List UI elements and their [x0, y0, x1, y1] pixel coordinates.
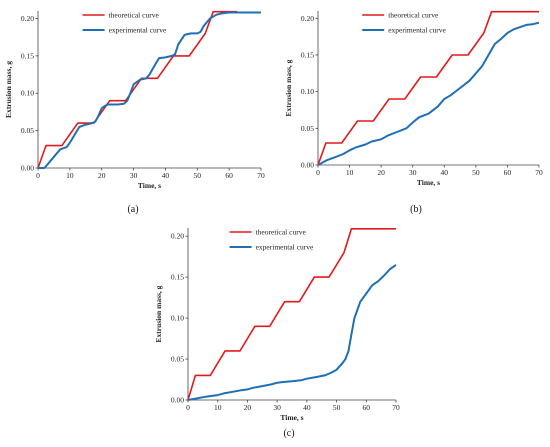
panel-3-x-tick-label: 20	[244, 403, 252, 412]
panel-2-legend-label-experimental: experimental curve	[388, 26, 446, 35]
panel-1-series-theoretical-line	[37, 10, 238, 169]
panel-3-y-tick-label: 0.15	[171, 273, 184, 282]
panel-3-y-tick-label: 0.10	[171, 314, 184, 323]
panel-2-y-tick-label: 0.20	[301, 14, 314, 23]
panel-1-x-tick-label: 20	[98, 171, 106, 180]
panel-3-legend-label-experimental: experimental curve	[256, 243, 314, 252]
panel-2-legend-label-theoretical: theoretical curve	[388, 11, 439, 20]
panel-3-x-tick-label: 40	[303, 403, 311, 412]
panel-3-y-tick-label: 0.05	[171, 355, 184, 364]
panel-1-x-tick-label: 70	[257, 171, 265, 180]
panel-2-x-tick-label: 10	[346, 168, 354, 177]
panel-2-x-tick-label: 60	[504, 168, 512, 177]
panel-2-x-tick-label: 0	[316, 168, 320, 177]
panel-2-y-tick-label: 0.05	[301, 124, 314, 133]
panel-3-series-experimental-line	[187, 264, 397, 401]
panel-2-y-tick-label: 0.00	[301, 161, 314, 170]
panel-3-x-tick-label: 10	[214, 403, 222, 412]
panel-1-y-tick-label: 0.10	[21, 89, 34, 98]
panel-2-y-axis-title: Extrusion mass, g	[284, 59, 293, 116]
panel-3-x-axis-title: Time, s	[280, 413, 303, 422]
panel-1-series-experimental-line	[38, 11, 261, 169]
panel-2-series-experimental-line	[317, 21, 540, 166]
panel-1-x-tick-label: 0	[36, 171, 40, 180]
panel-2-label: (b)	[410, 204, 422, 215]
panel-1-label: (a)	[127, 204, 138, 215]
panel-3-x-tick-label: 50	[333, 403, 341, 412]
panel-1-x-tick-label: 50	[194, 171, 202, 180]
panel-1-x-tick-label: 10	[66, 171, 74, 180]
panel-1-x-tick-label: 30	[130, 171, 138, 180]
panel-1-x-tick-label: 40	[162, 171, 170, 180]
panel-2-y-tick-label: 0.15	[301, 51, 314, 60]
panel-3-x-tick-label: 30	[273, 403, 281, 412]
panel-1-x-tick-label: 60	[225, 171, 233, 180]
panel-1-y-tick-label: 0.20	[21, 14, 34, 23]
panel-2-x-tick-label: 20	[377, 168, 385, 177]
panel-3-series-theoretical-line	[187, 228, 396, 401]
panel-3-y-tick-label: 0.20	[171, 232, 184, 241]
panel-2-x-axis-title: Time, s	[417, 178, 440, 187]
panel-3-x-tick-label: 70	[392, 403, 400, 412]
panel-2-y-tick-label: 0.10	[301, 87, 314, 96]
panel-3-x-tick-label: 60	[363, 403, 371, 412]
panel-1-y-tick-label: 0.15	[21, 51, 34, 60]
panel-1-y-tick-label: 0.05	[21, 126, 34, 135]
panel-1-legend-label-experimental: experimental curve	[109, 26, 167, 35]
panel-2-series-theoretical-line	[317, 10, 539, 166]
panel-2-x-tick-label: 40	[441, 168, 449, 177]
panel-2-x-tick-label: 30	[409, 168, 417, 177]
panel-3-y-axis-title: Extrusion mass, g	[154, 285, 163, 342]
panel-3-legend-label-theoretical: theoretical curve	[256, 228, 307, 237]
panel-3-x-tick-label: 0	[186, 403, 190, 412]
panel-2-x-tick-label: 50	[472, 168, 480, 177]
panel-2-x-tick-label: 70	[535, 168, 543, 177]
panel-1-legend-label-theoretical: theoretical curve	[109, 11, 160, 20]
panel-1-y-tick-label: 0.00	[21, 164, 34, 173]
panel-1-x-axis-title: Time, s	[138, 181, 161, 190]
panel-3-y-tick-label: 0.00	[171, 396, 184, 405]
panel-3-label: (c)	[283, 428, 294, 439]
panel-1-y-axis-title: Extrusion mass, g	[4, 61, 13, 118]
